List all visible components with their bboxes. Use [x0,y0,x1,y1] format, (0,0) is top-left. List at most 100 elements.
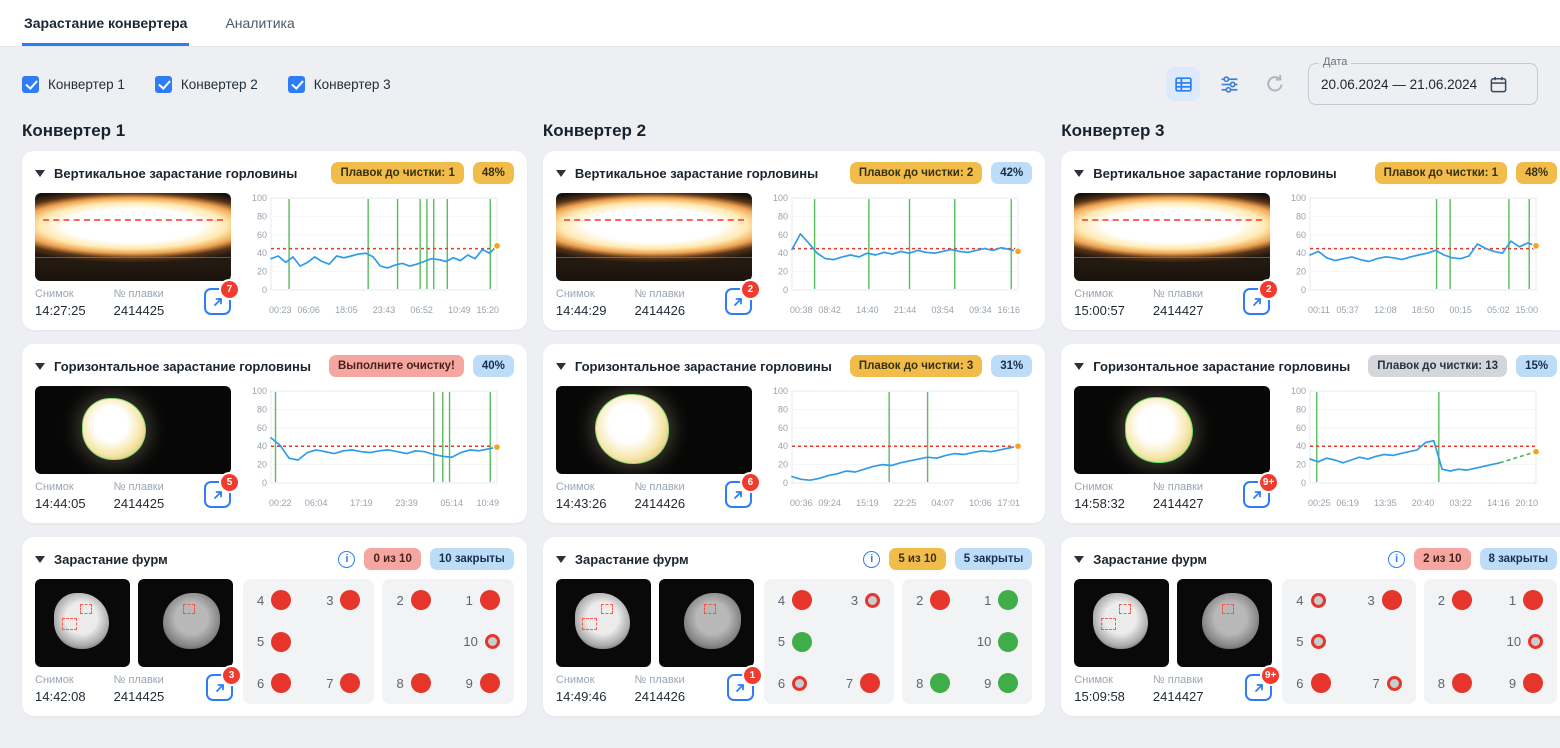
collapse-icon[interactable] [1074,555,1085,563]
tuyere-status-dot [271,590,292,610]
collapse-icon[interactable] [555,362,566,370]
card-header: Горизонтальное зарастание горловины Выпо… [35,355,514,377]
tuyere-number: 8 [396,675,404,691]
tuyere-indicator: 2 [916,590,951,610]
expand-button[interactable]: 9+ [1245,667,1280,701]
tuyere-camera-image-2[interactable] [1177,579,1273,667]
horizontal-overgrowth-card: Горизонтальное зарастание горловины Выпо… [22,344,527,523]
throat-camera-image[interactable] [1074,386,1271,474]
throat-camera-image[interactable] [555,193,752,281]
expand-button[interactable]: 1 [726,667,761,701]
svg-text:60: 60 [257,230,267,240]
notification-badge: 9+ [1261,667,1280,684]
card-title: Горизонтальное зарастание горловины [1093,358,1351,374]
tuyere-camera-image-2[interactable] [138,579,233,667]
tuyere-indicator: 7 [846,673,881,693]
card-title: Зарастание фурм [54,551,168,567]
svg-text:22:25: 22:25 [894,498,917,508]
melt-number: 2414425 [113,303,165,318]
svg-text:00:11: 00:11 [1308,305,1330,315]
melts-to-clean-badge: Плавок до чистки: 2 [849,162,983,184]
tuyere-status-dot [479,590,500,610]
collapse-icon[interactable] [35,169,45,177]
tab-label: Аналитика [225,15,295,31]
collapse-icon[interactable] [1074,362,1085,370]
throat-camera-image[interactable] [35,386,231,474]
date-range-field[interactable]: Дата 20.06.2024 — 21.06.2024 [1308,56,1538,105]
detection-box [61,617,77,630]
tuyere-status-dot [1451,673,1472,693]
snapshot-meta: Снимок 15:00:57 № плавки 2414427 2 [1074,281,1278,318]
svg-text:20: 20 [778,267,788,277]
expand-button[interactable]: 5 [204,474,238,508]
collapse-icon[interactable] [35,362,45,370]
table-view-button[interactable] [1166,67,1200,101]
svg-text:60: 60 [778,230,788,240]
tuyere-indicator: 9 [984,673,1019,693]
detection-box [582,617,598,630]
tuyere-number: 6 [1296,675,1304,691]
converter-1-checkbox[interactable]: Конвертер 1 [22,75,125,93]
card-header: Зарастание фурм 0 из 10 10 закрыты [35,548,514,570]
overgrowth-trend-chart: 0 20 40 60 80 100 00:38 08:42 14:40 21:44 03:54 09:… [773,193,1022,315]
converter-2-checkbox[interactable]: Конвертер 2 [154,75,258,93]
tuyere-indicator: 4 [1296,590,1326,610]
card-body: Снимок 14:58:32 № плавки 2414427 9+ [1074,386,1557,511]
tuyere-indicator: 8 [1438,673,1472,693]
tuyere-number: 4 [257,592,265,608]
tuyere-status-dot [1310,673,1331,693]
expand-button[interactable]: 3 [206,667,240,701]
contour-overlay-line [35,257,231,259]
expand-button[interactable]: 2 [724,281,759,315]
tuyere-number: 9 [1508,675,1517,691]
filters-view-button[interactable] [1212,67,1246,101]
throat-camera-image[interactable] [1074,193,1271,281]
collapse-icon[interactable] [35,555,45,563]
tuyere-camera-image-1[interactable] [35,579,130,667]
calendar-icon[interactable] [1489,75,1508,94]
tuyere-status-dot [998,673,1019,693]
tab-converter-overgrowth[interactable]: Зарастание конвертера [22,0,190,46]
collapse-icon[interactable] [555,555,566,563]
info-icon[interactable] [338,550,356,568]
throat-opening-blob [595,393,670,464]
snapshot-time: 14:44:05 [35,496,86,511]
collapse-icon[interactable] [555,169,566,177]
tuyere-camera-image-1[interactable] [555,579,651,667]
collapse-icon[interactable] [1074,169,1085,177]
converter-3-checkbox[interactable]: Конвертер 3 [287,75,391,93]
tuyere-indicator: 6 [778,673,808,693]
tuyere-image-blob [1093,593,1149,650]
info-icon[interactable] [1388,550,1406,568]
info-icon[interactable] [863,550,881,568]
throat-camera-image[interactable] [555,386,752,474]
melt-label: № плавки [634,481,685,493]
refresh-button[interactable] [1258,67,1292,101]
tuyere-status-dot [1381,590,1402,610]
expand-button[interactable]: 2 [1243,281,1278,315]
svg-text:80: 80 [257,211,267,221]
tuyere-camera-image-2[interactable] [658,579,754,667]
tuyere-indicator: 7 [1372,673,1402,693]
snapshot-label: Снимок [1074,288,1113,300]
tuyere-indicator: 8 [916,673,951,693]
expand-button[interactable]: 9+ [1243,474,1278,508]
svg-text:80: 80 [1296,404,1306,414]
tuyere-status-dot [271,673,292,693]
svg-text:05:37: 05:37 [1337,305,1360,315]
melts-to-clean-badge: Плавок до чистки: 1 [331,162,464,184]
tab-analytics[interactable]: Аналитика [223,0,296,46]
tuyere-status-panel-right: 2 1 10 8 9 [902,579,1033,704]
tuyere-status-dot [484,634,500,649]
tuyere-overgrowth-card: Зарастание фурм 2 из 10 8 закрыты [1061,537,1560,716]
svg-text:06:52: 06:52 [410,305,433,315]
expand-button[interactable]: 7 [204,281,238,315]
card-header: Вертикальное зарастание горловины Плавок… [35,162,514,184]
svg-text:80: 80 [1296,211,1306,221]
tuyere-number: 2 [396,592,404,608]
card-body: Снимок 14:44:05 № плавки 2414425 5 [35,386,514,511]
expand-button[interactable]: 6 [724,474,759,508]
svg-text:15:00: 15:00 [1516,305,1539,315]
tuyere-camera-image-1[interactable] [1074,579,1170,667]
throat-camera-image[interactable] [35,193,231,281]
